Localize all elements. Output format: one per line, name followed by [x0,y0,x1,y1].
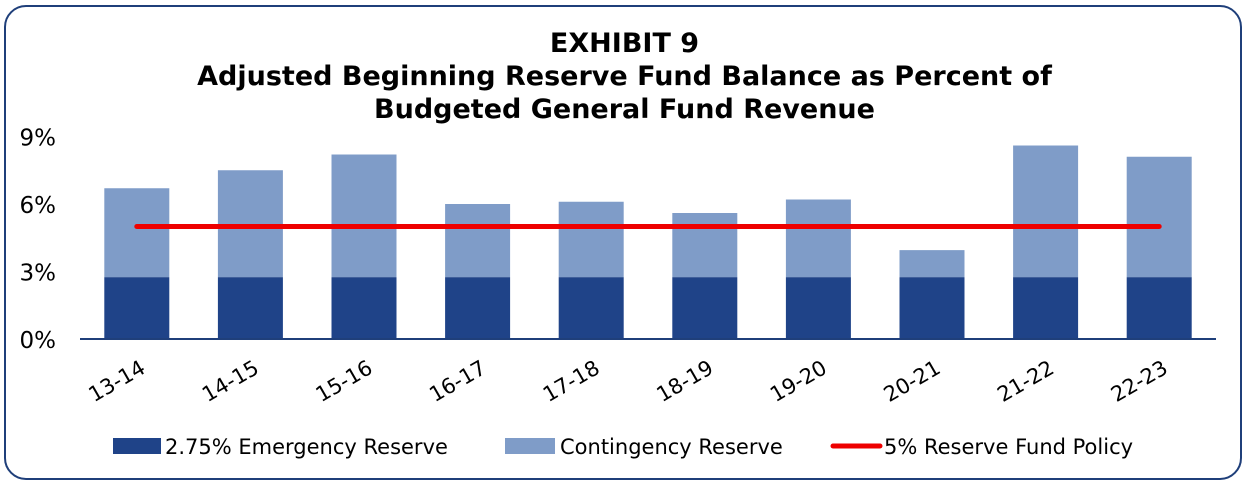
x-tick-label: 18-19 [652,356,717,407]
legend-label-contingency-reserve: Contingency Reserve [560,435,783,459]
bar-contingency-reserve [104,188,170,278]
chart-subtitle-line2: Budgeted General Fund Revenue [374,94,875,125]
bar-contingency-reserve [445,204,511,278]
bar-emergency-reserve [672,277,738,339]
x-tick-label: 21-22 [993,356,1058,407]
bar-contingency-reserve [1013,145,1079,278]
chart-title: EXHIBIT 9 [549,28,700,59]
bar-contingency-reserve [785,199,851,278]
y-tick-label: 3% [20,261,57,287]
y-tick-label: 9% [20,126,57,152]
bar-contingency-reserve [558,201,624,278]
bar-contingency-reserve [217,170,283,278]
y-tick-label: 0% [20,328,57,354]
y-axis: 0% 3% 6% 9% [20,126,57,355]
x-tick-label: 19-20 [766,356,831,407]
bars [104,145,1192,339]
legend-swatch-emergency-reserve [113,438,161,454]
legend-label-policy-line: 5% Reserve Fund Policy [884,435,1133,459]
legend: 2.75% Emergency Reserve Contingency Reser… [113,435,1133,459]
x-tick-label: 15-16 [312,356,377,407]
y-tick-label: 6% [20,193,57,219]
bar-emergency-reserve [785,277,851,339]
bar-emergency-reserve [445,277,511,339]
bar-emergency-reserve [217,277,283,339]
x-tick-label: 16-17 [425,356,490,407]
x-tick-label: 20-21 [880,356,945,407]
bar-contingency-reserve [331,154,397,278]
chart-subtitle-line1: Adjusted Beginning Reserve Fund Balance … [197,61,1052,92]
x-tick-label: 17-18 [539,356,604,407]
legend-label-emergency-reserve: 2.75% Emergency Reserve [165,435,448,459]
x-tick-label: 13-14 [84,356,149,407]
bar-emergency-reserve [1013,277,1079,339]
legend-swatch-contingency-reserve [505,438,555,454]
x-tick-label: 22-23 [1107,356,1172,407]
bar-contingency-reserve [899,250,965,278]
x-axis: 13-14 14-15 15-16 16-17 17-18 18-19 19-20 20-21… [84,356,1171,407]
x-tick-label: 14-15 [198,356,263,407]
bar-contingency-reserve [1126,156,1192,278]
bar-emergency-reserve [104,277,170,339]
bar-emergency-reserve [1126,277,1192,339]
bar-emergency-reserve [899,277,965,339]
bar-emergency-reserve [558,277,624,339]
bar-contingency-reserve [672,213,738,278]
bar-emergency-reserve [331,277,397,339]
